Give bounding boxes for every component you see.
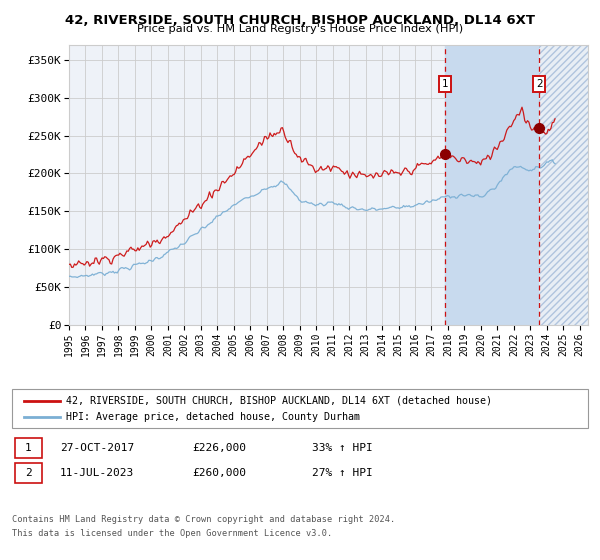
Text: 2: 2 — [536, 79, 542, 89]
Text: 11-JUL-2023: 11-JUL-2023 — [60, 468, 134, 478]
Text: HPI: Average price, detached house, County Durham: HPI: Average price, detached house, Coun… — [66, 412, 360, 422]
Text: 1: 1 — [442, 79, 448, 89]
Text: 33% ↑ HPI: 33% ↑ HPI — [312, 443, 373, 453]
Text: 27-OCT-2017: 27-OCT-2017 — [60, 443, 134, 453]
Text: Contains HM Land Registry data © Crown copyright and database right 2024.: Contains HM Land Registry data © Crown c… — [12, 515, 395, 524]
Text: Price paid vs. HM Land Registry's House Price Index (HPI): Price paid vs. HM Land Registry's House … — [137, 24, 463, 34]
Text: This data is licensed under the Open Government Licence v3.0.: This data is licensed under the Open Gov… — [12, 529, 332, 538]
Text: 1: 1 — [25, 443, 32, 453]
Text: 27% ↑ HPI: 27% ↑ HPI — [312, 468, 373, 478]
Bar — [539, 45, 588, 325]
Text: £226,000: £226,000 — [192, 443, 246, 453]
Bar — [445, 45, 539, 325]
Text: 2: 2 — [25, 468, 32, 478]
Text: 42, RIVERSIDE, SOUTH CHURCH, BISHOP AUCKLAND, DL14 6XT: 42, RIVERSIDE, SOUTH CHURCH, BISHOP AUCK… — [65, 14, 535, 27]
Text: 42, RIVERSIDE, SOUTH CHURCH, BISHOP AUCKLAND, DL14 6XT (detached house): 42, RIVERSIDE, SOUTH CHURCH, BISHOP AUCK… — [66, 396, 492, 406]
Text: £260,000: £260,000 — [192, 468, 246, 478]
